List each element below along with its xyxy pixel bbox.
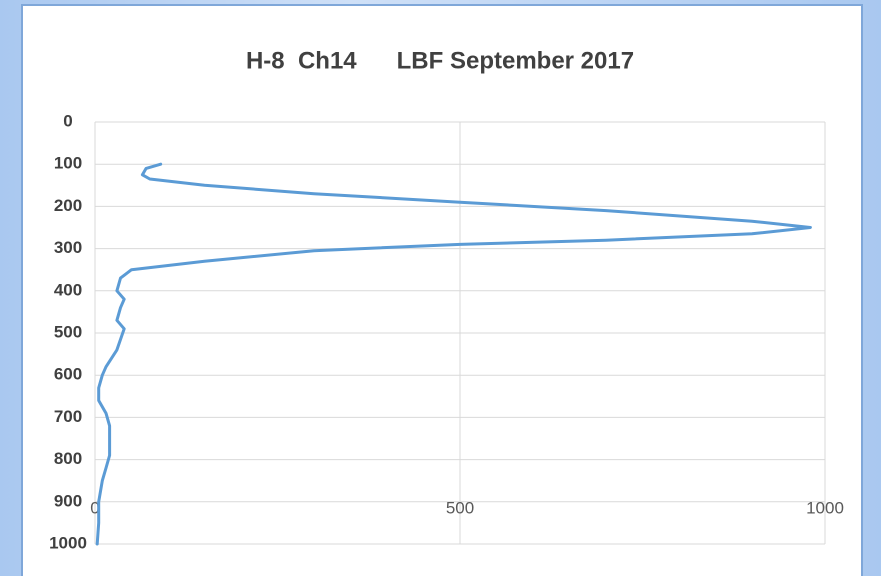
y-tick-label: 1000 — [49, 533, 87, 552]
data-line — [95, 162, 812, 546]
chart-title: H-8 Ch14 LBF September 2017 — [246, 47, 634, 74]
y-tick-label: 600 — [54, 365, 82, 384]
y-tick-label: 0 — [63, 111, 72, 130]
y-tick-label: 500 — [54, 322, 82, 341]
x-tick-label: 500 — [446, 498, 474, 517]
y-tick-label: 700 — [54, 407, 82, 426]
y-tick-label: 400 — [54, 280, 82, 299]
y-tick-label: 300 — [54, 238, 82, 257]
x-tick-label: 0 — [90, 498, 99, 517]
y-tick-label: 200 — [54, 196, 82, 215]
y-tick-label: 800 — [54, 449, 82, 468]
x-tick-label: 1000 — [806, 498, 844, 517]
y-tick-label: 900 — [54, 491, 82, 510]
y-tick-label: 100 — [54, 154, 82, 173]
